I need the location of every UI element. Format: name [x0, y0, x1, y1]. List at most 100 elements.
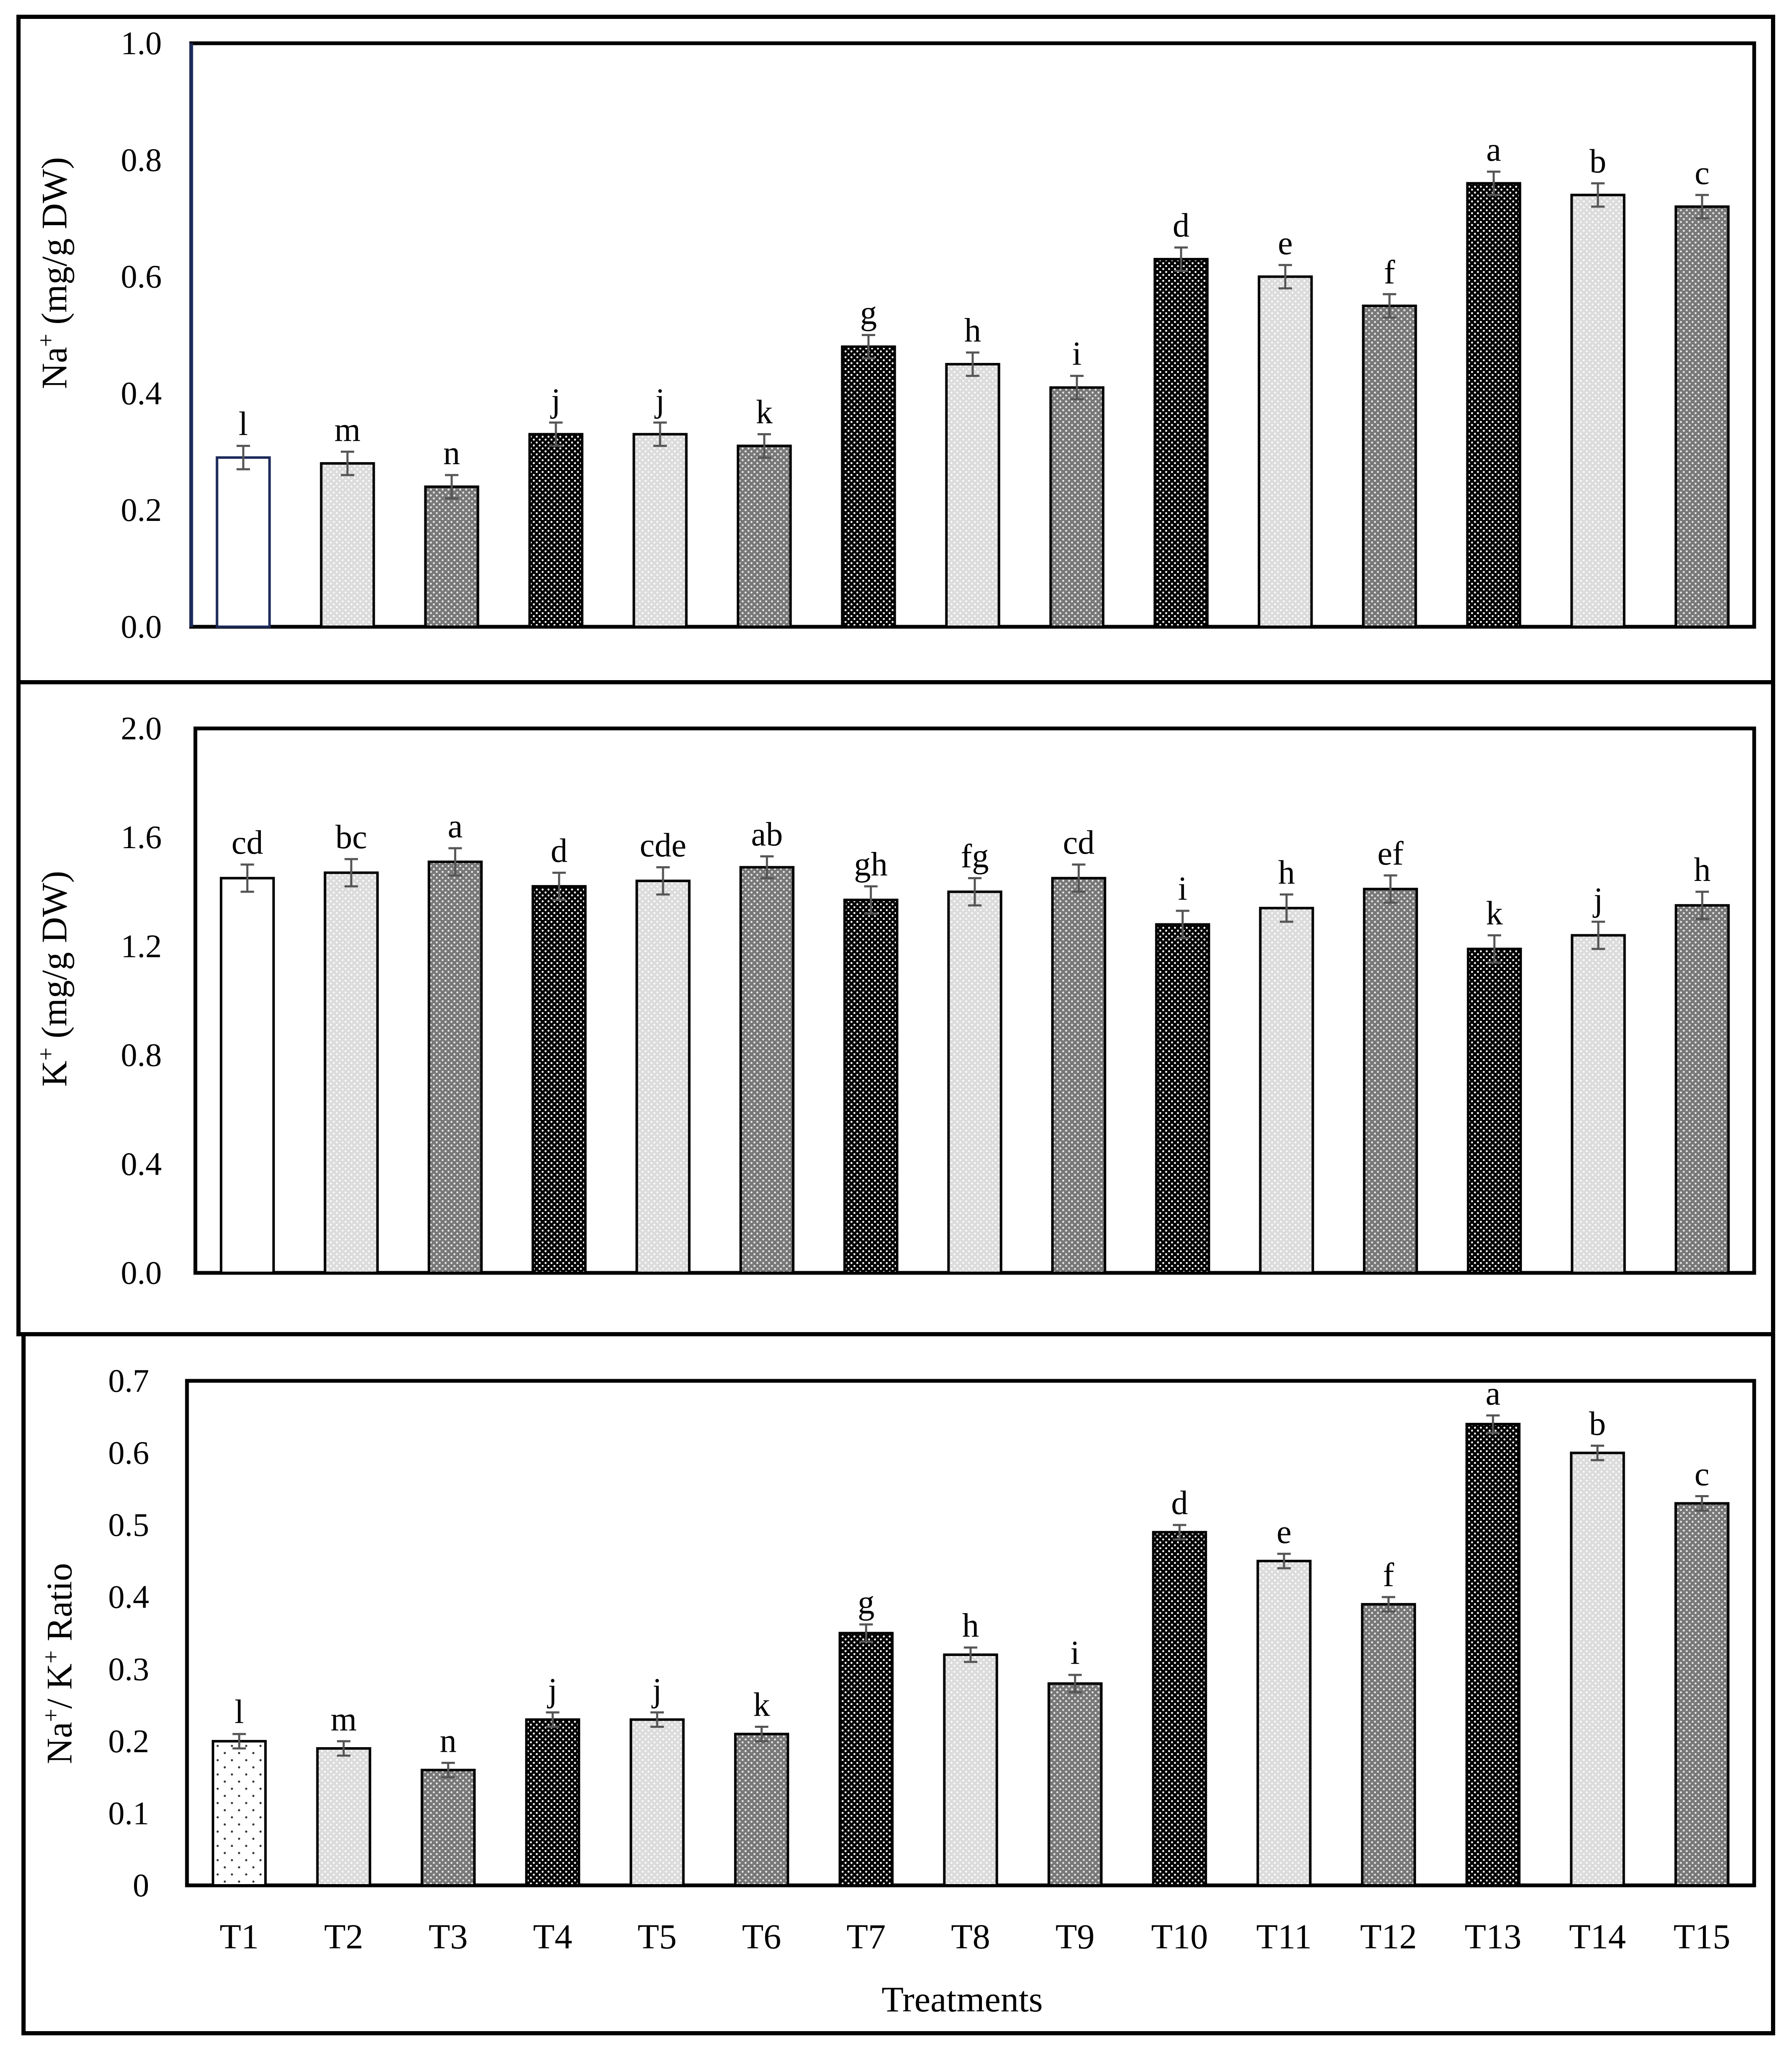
significance-letter: cde: [639, 827, 686, 864]
significance-letter: h: [964, 312, 981, 349]
na-chart: Na+ (mg/g DW) 0.0 0.2 0.4 0.6 0.8 1.0 l m n j j k g h…: [33, 25, 1756, 645]
x-tick-label: T14: [1569, 1917, 1626, 1956]
significance-letter: e: [1278, 225, 1293, 262]
bar-T9: [1047, 1682, 1103, 1887]
x-tick-label: T12: [1360, 1917, 1417, 1956]
bar-T2: [324, 871, 379, 1274]
y-tick-label: 1.6: [121, 819, 162, 855]
significance-letter: f: [1384, 254, 1395, 291]
significance-letter: i: [1178, 870, 1187, 907]
significance-letter: b: [1589, 143, 1606, 180]
k-chart: K+ (mg/g DW) 0.00.40.81.21.62.0cd bc ad cde…: [33, 710, 1756, 1291]
significance-letter: i: [1072, 336, 1082, 373]
y-tick-label: 0.2: [108, 1723, 150, 1759]
significance-letter: a: [1486, 131, 1501, 168]
x-tick-label: T5: [637, 1917, 676, 1956]
y-tick-label: 0.7: [108, 1362, 150, 1399]
bar-T3: [424, 485, 479, 628]
bar-T7: [838, 1632, 894, 1887]
bar-T4: [532, 885, 587, 1275]
y-tick-label: 0.5: [108, 1506, 150, 1543]
x-tick-label: T1: [220, 1917, 259, 1956]
bar-T15: [1674, 205, 1730, 628]
bar-T2: [320, 462, 375, 628]
significance-letter: ef: [1377, 835, 1404, 872]
significance-letter: g: [858, 1584, 874, 1621]
y-tick-label: 1.2: [121, 928, 162, 964]
bar-T11: [1259, 907, 1314, 1274]
y-tick-label: 0.0: [121, 608, 162, 645]
significance-letter: d: [1173, 207, 1189, 244]
significance-letter: ab: [751, 816, 783, 853]
bar-T5: [635, 879, 691, 1274]
bar-T6: [739, 866, 795, 1274]
bar-T1: [216, 456, 271, 628]
x-tick-label: T6: [742, 1917, 781, 1956]
y-tick-label: 0.4: [108, 1579, 150, 1615]
significance-letter: bc: [335, 819, 367, 856]
significance-letter: h: [1694, 852, 1710, 888]
y-tick-label: 0.3: [108, 1651, 150, 1687]
significance-letter: m: [331, 1701, 357, 1738]
significance-letter: j: [547, 1672, 557, 1709]
bar-T12: [1362, 305, 1417, 628]
x-tick-label: T13: [1465, 1917, 1521, 1956]
significance-letter: cd: [232, 824, 263, 861]
significance-letter: l: [239, 405, 248, 442]
significance-letter: gh: [854, 846, 888, 883]
significance-letter: d: [551, 832, 568, 869]
significance-letter: j: [550, 382, 560, 419]
bar-T11: [1256, 1559, 1312, 1887]
significance-letter: n: [440, 1722, 457, 1759]
y-tick-label: 0.6: [121, 258, 162, 295]
y-axis-label: Na+/ K+ Ratio: [38, 1563, 79, 1764]
significance-letter: c: [1695, 1456, 1710, 1493]
significance-letter: j: [1592, 881, 1603, 918]
y-axis-label: Na+ (mg/g DW): [33, 157, 74, 389]
bar-T14: [1570, 194, 1626, 628]
bar-T8: [943, 1653, 998, 1887]
y-tick-label: 0: [133, 1867, 149, 1903]
x-axis-label: Treatments: [882, 1979, 1043, 2019]
x-tick-label: T10: [1151, 1917, 1208, 1956]
bar-T10: [1153, 258, 1209, 628]
bar-T15: [1674, 1502, 1730, 1887]
bar-T6: [737, 444, 792, 628]
significance-letter: h: [962, 1607, 979, 1644]
bar-T2: [316, 1747, 371, 1887]
bar-T14: [1571, 934, 1626, 1274]
x-tick-label: T3: [429, 1917, 468, 1956]
y-tick-label: 0.1: [108, 1795, 150, 1831]
bar-T5: [632, 433, 688, 628]
y-tick-label: 0.0: [121, 1254, 162, 1291]
x-tick-label: T15: [1674, 1917, 1730, 1956]
y-tick-label: 0.4: [121, 1146, 162, 1182]
bar-T12: [1363, 888, 1418, 1275]
bar-T15: [1674, 904, 1730, 1274]
significance-letter: k: [753, 1687, 770, 1724]
bar-T9: [1051, 877, 1106, 1274]
bar-T4: [528, 433, 584, 628]
bar-T14: [1570, 1451, 1625, 1887]
significance-letter: n: [443, 435, 460, 472]
significance-letter: fg: [961, 838, 989, 875]
bar-T12: [1361, 1603, 1416, 1887]
significance-letter: k: [756, 394, 773, 431]
ratio-chart: Na+/ K+ Ratio Treatments 0 0.1 0.2 0.3 0.4 0.…: [38, 1362, 1756, 2019]
bar-T6: [734, 1732, 789, 1887]
bar-T8: [945, 363, 1000, 628]
bar-T10: [1155, 923, 1210, 1275]
significance-letter: e: [1276, 1514, 1292, 1551]
bar-T11: [1258, 275, 1313, 628]
bar-T9: [1049, 386, 1105, 628]
y-axis-label: K+ (mg/g DW): [33, 871, 74, 1087]
significance-letter: h: [1278, 854, 1295, 891]
x-tick-label: T9: [1055, 1917, 1095, 1956]
x-tick-label: T7: [847, 1917, 886, 1956]
x-tick-label: T11: [1256, 1917, 1312, 1956]
panel-frame-ratio: [21, 1332, 1775, 2035]
significance-letter: f: [1383, 1557, 1394, 1594]
bar-T7: [843, 899, 899, 1274]
significance-letter: d: [1171, 1485, 1188, 1522]
